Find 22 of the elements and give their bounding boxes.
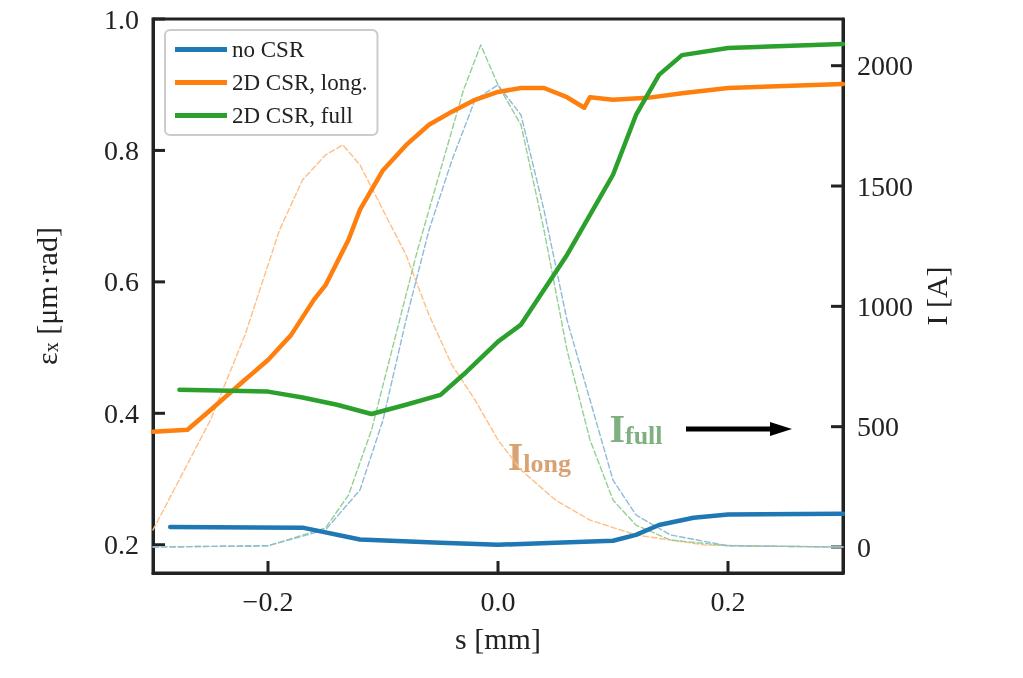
legend-label: 2D CSR, long. <box>232 70 368 95</box>
legend-label: no CSR <box>232 37 305 62</box>
y-tick-label: 1.0 <box>104 3 139 35</box>
y-tick-label: 0.8 <box>104 134 139 166</box>
y-axis-title: εx [μm·rad] <box>29 227 63 365</box>
y2-tick-label: 1500 <box>857 170 913 202</box>
line-series <box>168 511 846 547</box>
y2-tick-label: 500 <box>857 411 899 443</box>
y2-tick-label: 1000 <box>857 290 913 322</box>
y2-tick-label: 0 <box>857 531 871 563</box>
line-series <box>177 41 846 417</box>
y2-axis-title: I [A] <box>919 266 953 326</box>
legend-label: 2D CSR, full <box>232 103 353 128</box>
y-tick-label: 0.4 <box>104 397 139 429</box>
x-tick-label: 0.2 <box>710 585 746 617</box>
x-axis-title: s [mm] <box>455 621 541 655</box>
y2-tick-label: 2000 <box>857 50 913 82</box>
x-tick-label: −0.2 <box>242 585 294 617</box>
annotation: Ifull <box>609 406 663 452</box>
x-tick-label: 0.0 <box>480 585 516 617</box>
y-tick-label: 0.6 <box>104 266 139 298</box>
y-tick-label: 0.2 <box>104 529 139 561</box>
